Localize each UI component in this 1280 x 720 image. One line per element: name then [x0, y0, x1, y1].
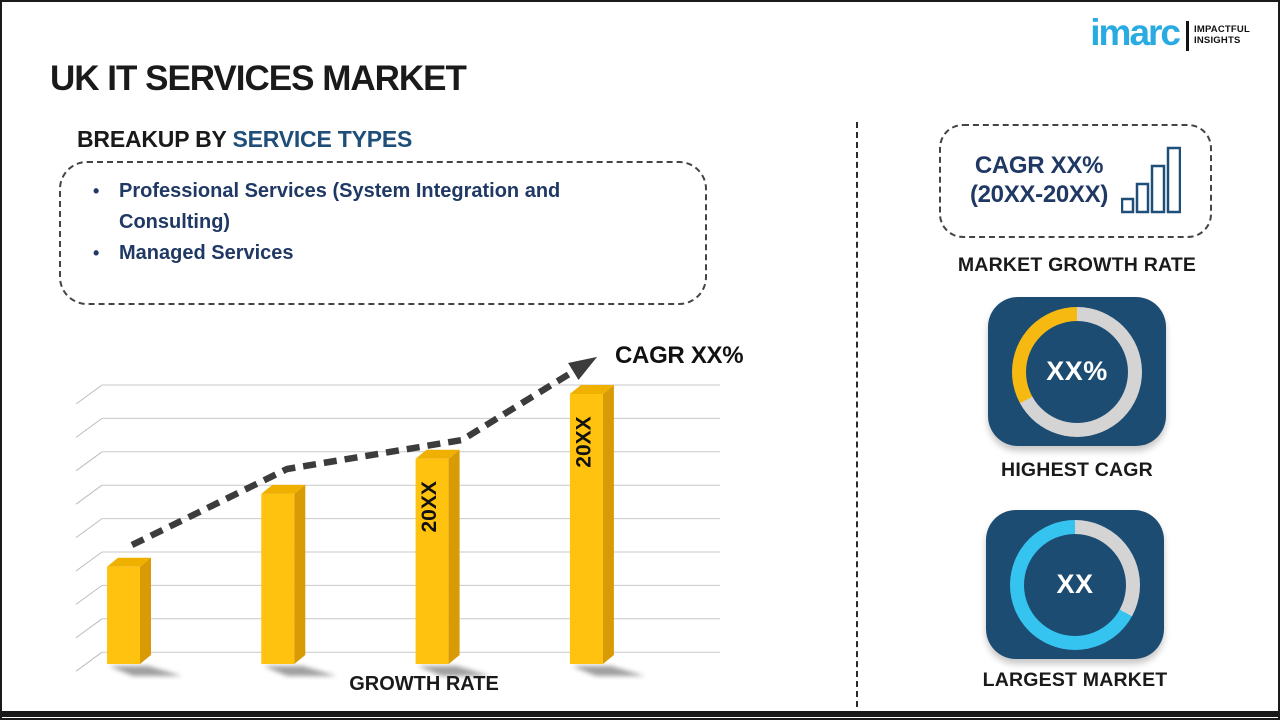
- largest-market-tile: XX: [986, 510, 1164, 659]
- largest-market-donut-icon: XX: [1010, 519, 1140, 650]
- page-title: UK IT SERVICES MARKET: [50, 59, 467, 98]
- svg-text:20XX: 20XX: [418, 481, 441, 532]
- list-item: • Professional Services (System Integrat…: [93, 176, 675, 238]
- donut-hole: XX%: [1026, 320, 1128, 423]
- service-types-box: • Professional Services (System Integrat…: [59, 161, 707, 305]
- vertical-divider: [856, 122, 858, 707]
- largest-market-value: XX: [1056, 569, 1094, 599]
- chart-x-axis-label: GROWTH RATE: [349, 673, 499, 695]
- highest-cagr-value: XX%: [1046, 356, 1108, 386]
- imarc-logo: imarc IMPACTFUL INSIGHTS: [1090, 14, 1250, 51]
- section-heading-prefix: BREAKUP BY: [77, 126, 233, 152]
- list-item: • Managed Services: [93, 238, 675, 269]
- largest-market-caption: LARGEST MARKET: [982, 669, 1168, 691]
- highest-cagr-donut-icon: XX%: [1012, 306, 1142, 437]
- service-types-list: • Professional Services (System Integrat…: [93, 176, 675, 269]
- highest-cagr-tile: XX%: [988, 297, 1166, 446]
- section-heading: BREAKUP BY SERVICE TYPES: [77, 126, 412, 153]
- bar-chart-canvas: 20XX 20XX: [75, 356, 720, 676]
- bar-chart-icon: [1121, 146, 1182, 214]
- bullet-icon: •: [93, 243, 100, 263]
- logo-divider-bar: [1186, 20, 1190, 51]
- trend-annotation: CAGR XX%: [615, 342, 744, 369]
- market-growth-rate-caption: MARKET GROWTH RATE: [957, 254, 1197, 276]
- growth-rate-chart: 20XX 20XX: [52, 342, 742, 712]
- bottom-border-bar: [2, 711, 1278, 717]
- donut-hole: XX: [1024, 533, 1126, 636]
- highest-cagr-caption: HIGHEST CAGR: [1001, 459, 1153, 481]
- cagr-placeholder-text: CAGR XX% (20XX-20XX): [969, 152, 1109, 208]
- logo-wordmark: imarc: [1090, 12, 1181, 53]
- bullet-icon: •: [93, 181, 100, 201]
- svg-text:20XX: 20XX: [572, 416, 595, 467]
- market-growth-rate-box: CAGR XX% (20XX-20XX): [939, 124, 1212, 238]
- logo-tagline: IMPACTFUL INSIGHTS: [1194, 23, 1250, 46]
- section-heading-highlight: SERVICE TYPES: [232, 126, 413, 152]
